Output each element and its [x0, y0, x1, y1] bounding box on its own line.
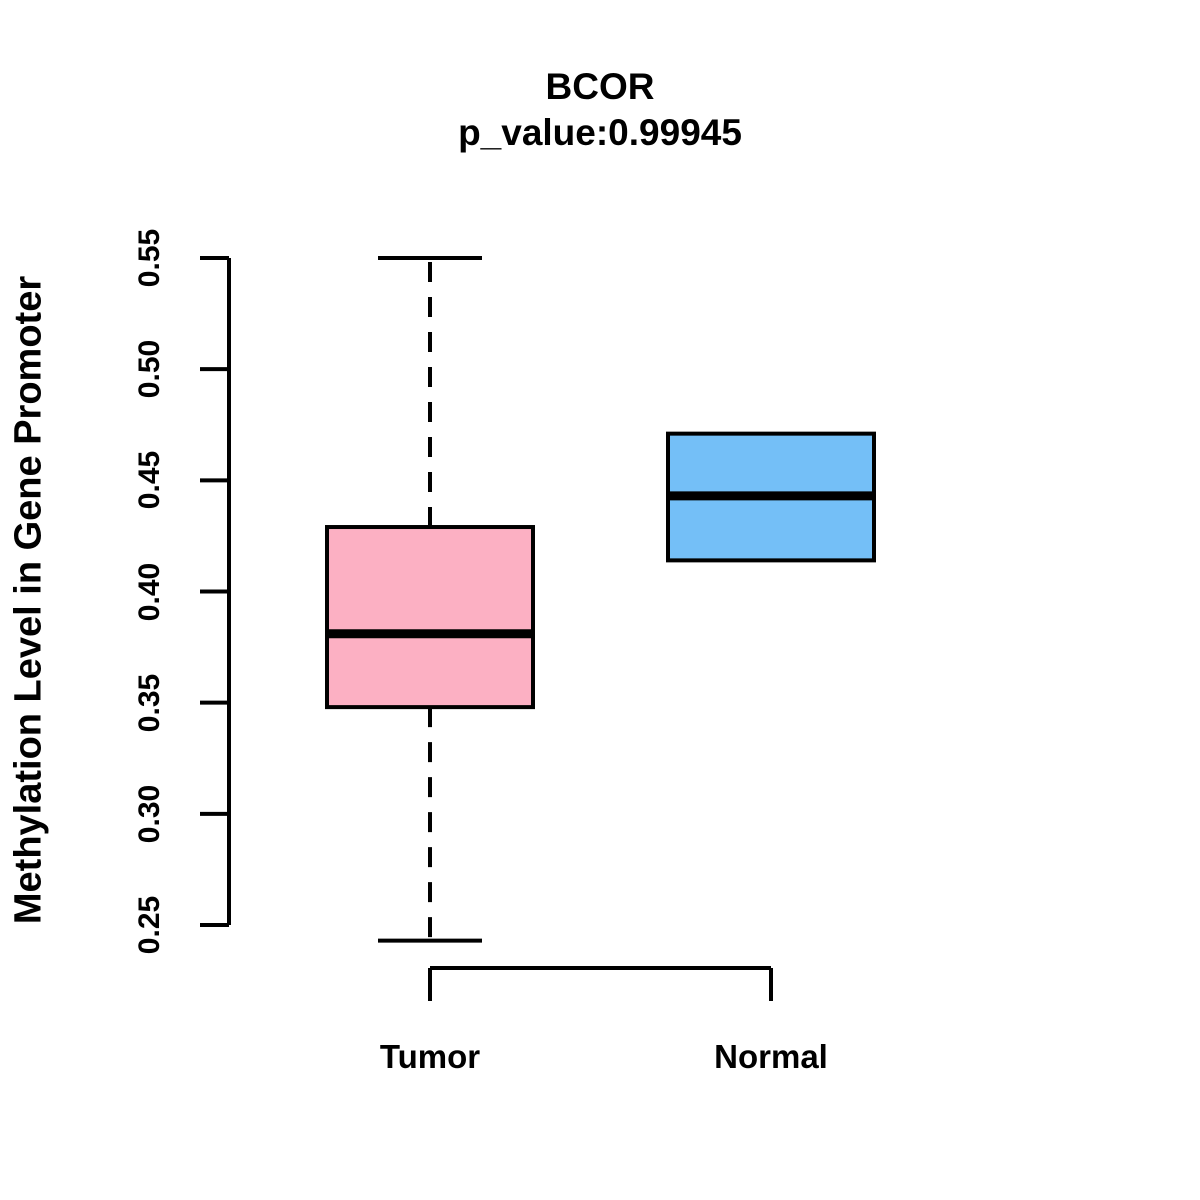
y-tick-label: 0.35: [133, 673, 166, 732]
y-tick-label: 0.40: [133, 562, 166, 621]
y-tick-label: 0.25: [133, 895, 166, 955]
x-category-label-normal: Normal: [714, 1038, 828, 1075]
chart-subtitle: p_value:0.99945: [458, 112, 742, 153]
y-tick-label: 0.45: [133, 451, 166, 510]
y-tick-label: 0.50: [133, 339, 166, 399]
chart-title: BCOR: [545, 66, 655, 107]
tumor-box: [325, 525, 535, 710]
x-category-label-tumor: Tumor: [379, 1038, 481, 1075]
y-tick-label: 0.55: [133, 228, 166, 288]
y-tick-label: 0.30: [133, 784, 166, 844]
